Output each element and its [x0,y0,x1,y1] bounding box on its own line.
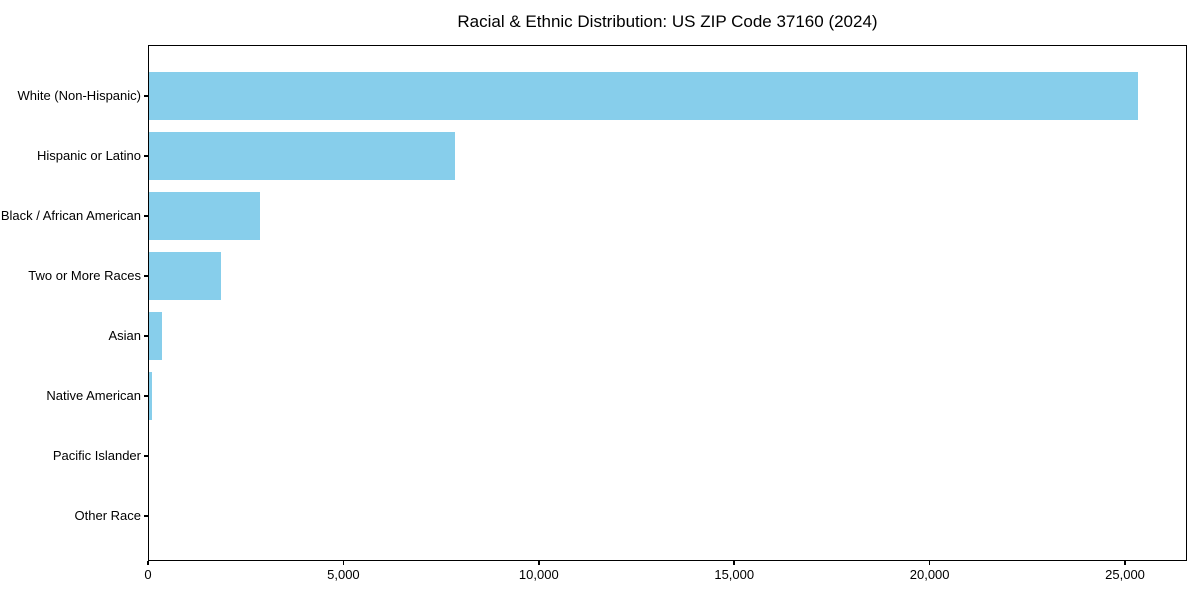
bar-hispanic-or-latino [149,132,456,180]
y-tick-mark [144,455,148,457]
y-tick-label: Hispanic or Latino [36,148,141,163]
x-tick-label: 0 [144,567,152,582]
y-tick-label: Pacific Islander [52,448,141,463]
bar-native-american [149,372,153,420]
y-tick-mark [144,515,148,517]
y-tick-mark [144,155,148,157]
x-tick-mark [147,561,149,565]
bar-asian [149,312,162,360]
x-tick-label: 25,000 [1105,567,1145,582]
y-tick-mark [144,215,148,217]
bar-white-non-hispanic [149,72,1138,120]
x-tick-label: 10,000 [518,567,559,582]
plot-area [148,45,1187,561]
x-tick-mark [538,561,540,565]
y-tick-label: White (Non-Hispanic) [17,88,141,103]
chart-title: Racial & Ethnic Distribution: US ZIP Cod… [457,12,878,31]
y-tick-label: Other Race [74,508,141,523]
x-tick-label: 5,000 [327,567,360,582]
bar-two-or-more-races [149,252,221,300]
x-tick-mark [928,561,931,565]
y-tick-label: Black / African American [0,208,141,223]
y-tick-label: Asian [108,328,141,343]
x-tick-mark [733,561,735,565]
y-tick-mark [144,275,148,277]
y-tick-mark [144,95,148,97]
x-tick-label: 15,000 [714,567,755,582]
y-tick-mark [144,335,148,337]
x-tick-mark [1124,561,1126,565]
bar-black-african-american [149,192,260,240]
y-tick-label: Two or More Races [28,268,141,283]
x-tick-label: 20,000 [909,567,950,582]
x-tick-mark [342,561,345,565]
y-tick-mark [144,395,148,397]
y-tick-label: Native American [46,388,141,403]
